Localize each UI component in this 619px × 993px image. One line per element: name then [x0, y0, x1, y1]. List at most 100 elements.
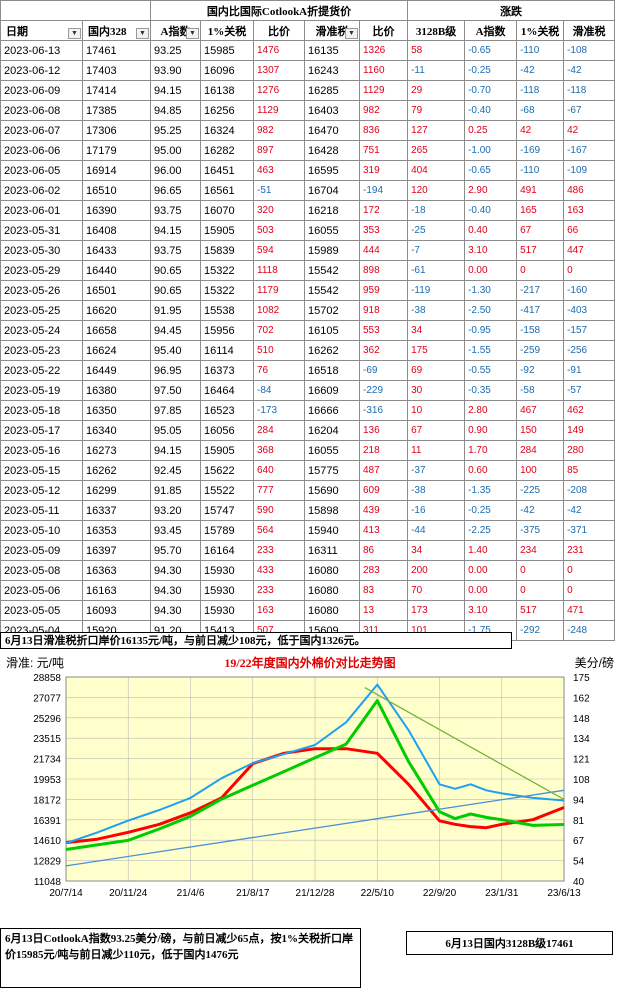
- table-cell: 265: [407, 140, 466, 161]
- table-cell: 16408: [82, 220, 151, 241]
- table-cell: 15702: [304, 300, 360, 321]
- table-cell: -68: [516, 100, 565, 121]
- table-cell: 16624: [82, 340, 151, 361]
- table-cell: 1160: [358, 60, 409, 81]
- filter-dropdown-icon[interactable]: ▼: [136, 28, 149, 39]
- table-cell: -108: [563, 40, 616, 61]
- table-cell: 83: [358, 580, 409, 601]
- table-cell: -0.65: [464, 160, 518, 181]
- table-cell: 959: [358, 280, 409, 301]
- table-row: 2023-06-13 17461 93.25 15985 1476 16135 1326 58…: [0, 40, 616, 61]
- table-row: 2023-05-23 16624 95.40 16114 510 16262 362 175-…: [0, 340, 616, 361]
- table-row: 2023-06-05 16914 96.00 16451 463 16595 319 404-…: [0, 160, 616, 181]
- table-cell: 16218: [304, 200, 360, 221]
- table-cell: 100: [516, 460, 565, 481]
- table-cell: 486: [563, 180, 616, 201]
- x-tick-label: 23/6/13: [547, 888, 581, 899]
- table-cell: 42: [563, 120, 616, 141]
- column-header: A指数 ▼: [150, 20, 201, 41]
- table-cell: 16620: [82, 300, 151, 321]
- table-cell: 34: [407, 320, 466, 341]
- table-cell: 16440: [82, 260, 151, 281]
- table-cell: 433: [253, 560, 305, 581]
- table-cell: 2023-06-02: [0, 180, 83, 201]
- table-cell: 16163: [82, 580, 151, 601]
- table-cell: 150: [516, 420, 565, 441]
- table-cell: 16353: [82, 520, 151, 541]
- table-cell: 897: [253, 140, 305, 161]
- table-cell: 2023-06-08: [0, 100, 83, 121]
- table-cell: 982: [253, 120, 305, 141]
- table-cell: 16501: [82, 280, 151, 301]
- table-cell: 17306: [82, 120, 151, 141]
- table-cell: 15789: [200, 520, 254, 541]
- series-group: [65, 683, 565, 867]
- table-cell: -0.35: [464, 380, 518, 401]
- table-cell: -225: [516, 480, 565, 501]
- table-cell: 95.05: [150, 420, 201, 441]
- column-header-label: 比价: [268, 25, 290, 38]
- filter-dropdown-icon[interactable]: ▼: [68, 28, 81, 39]
- table-cell: 0: [516, 580, 565, 601]
- table-cell: 510: [253, 340, 305, 361]
- table-cell: 15322: [200, 260, 254, 281]
- axis-labels: 28858 175 27077 162 25296 148 23515 134 21734 121…: [33, 673, 590, 899]
- column-header: 滑准税 ▼: [304, 20, 360, 41]
- filter-dropdown-icon[interactable]: ▼: [186, 28, 199, 39]
- table-cell: 2023-05-11: [0, 500, 83, 521]
- table-cell: 368: [253, 440, 305, 461]
- table-cell: 42: [516, 120, 565, 141]
- right-tick-label: 81: [573, 816, 585, 827]
- x-tick-label: 21/8/17: [236, 888, 270, 899]
- table-cell: -157: [563, 320, 616, 341]
- left-tick-label: 25296: [33, 714, 61, 725]
- table-cell: 16464: [200, 380, 254, 401]
- filter-dropdown-icon[interactable]: ▼: [345, 28, 358, 39]
- table-cell: -109: [563, 160, 616, 181]
- table-cell: -403: [563, 300, 616, 321]
- table-cell: 319: [358, 160, 409, 181]
- table-cell: -169: [516, 140, 565, 161]
- table-cell: 16523: [200, 400, 254, 421]
- table-cell: -42: [563, 60, 616, 81]
- table-cell: 898: [358, 260, 409, 281]
- right-tick-label: 108: [573, 775, 590, 786]
- table-row: 2023-05-10 16353 93.45 15789 564 15940 413 -44-…: [0, 520, 616, 541]
- table-cell: 2023-05-16: [0, 440, 83, 461]
- series-line-1pct-tariff-price: [65, 699, 565, 851]
- table-row: 2023-05-18 16350 97.85 16523 -173 16666 -316 10…: [0, 400, 616, 421]
- series-line-cotlook-a-index: [65, 683, 565, 845]
- table-cell: 234: [516, 540, 565, 561]
- table-cell: 467: [516, 400, 565, 421]
- table-cell: 96.95: [150, 360, 201, 381]
- table-cell: 0.00: [464, 260, 518, 281]
- table-cell: 16105: [304, 320, 360, 341]
- table-cell: 284: [516, 440, 565, 461]
- table-cell: 16311: [304, 540, 360, 561]
- x-tick-label: 22/9/20: [423, 888, 457, 899]
- column-header: 3128B级: [407, 20, 466, 41]
- column-header-label: 3128B级: [415, 25, 457, 38]
- table-cell: 1118: [253, 260, 305, 281]
- table-cell: 2023-06-01: [0, 200, 83, 221]
- table-cell: -69: [358, 360, 409, 381]
- table-cell: 16914: [82, 160, 151, 181]
- table-cell: -42: [516, 60, 565, 81]
- table-cell: 96.00: [150, 160, 201, 181]
- table-cell: 594: [253, 240, 305, 261]
- table-cell: 462: [563, 400, 616, 421]
- table-cell: 200: [407, 560, 466, 581]
- table-cell: 17179: [82, 140, 151, 161]
- x-tick-label: 20/7/14: [49, 888, 83, 899]
- table-cell: 0.00: [464, 560, 518, 581]
- table-cell: -1.55: [464, 340, 518, 361]
- table-cell: 283: [358, 560, 409, 581]
- table-cell: 34: [407, 540, 466, 561]
- table-cell: 11: [407, 440, 466, 461]
- table-cell: 13: [358, 600, 409, 621]
- table-cell: 15905: [200, 220, 254, 241]
- table-cell: 94.85: [150, 100, 201, 121]
- table-cell: 93.45: [150, 520, 201, 541]
- table-cell: 1.70: [464, 440, 518, 461]
- table-cell: 0: [563, 560, 616, 581]
